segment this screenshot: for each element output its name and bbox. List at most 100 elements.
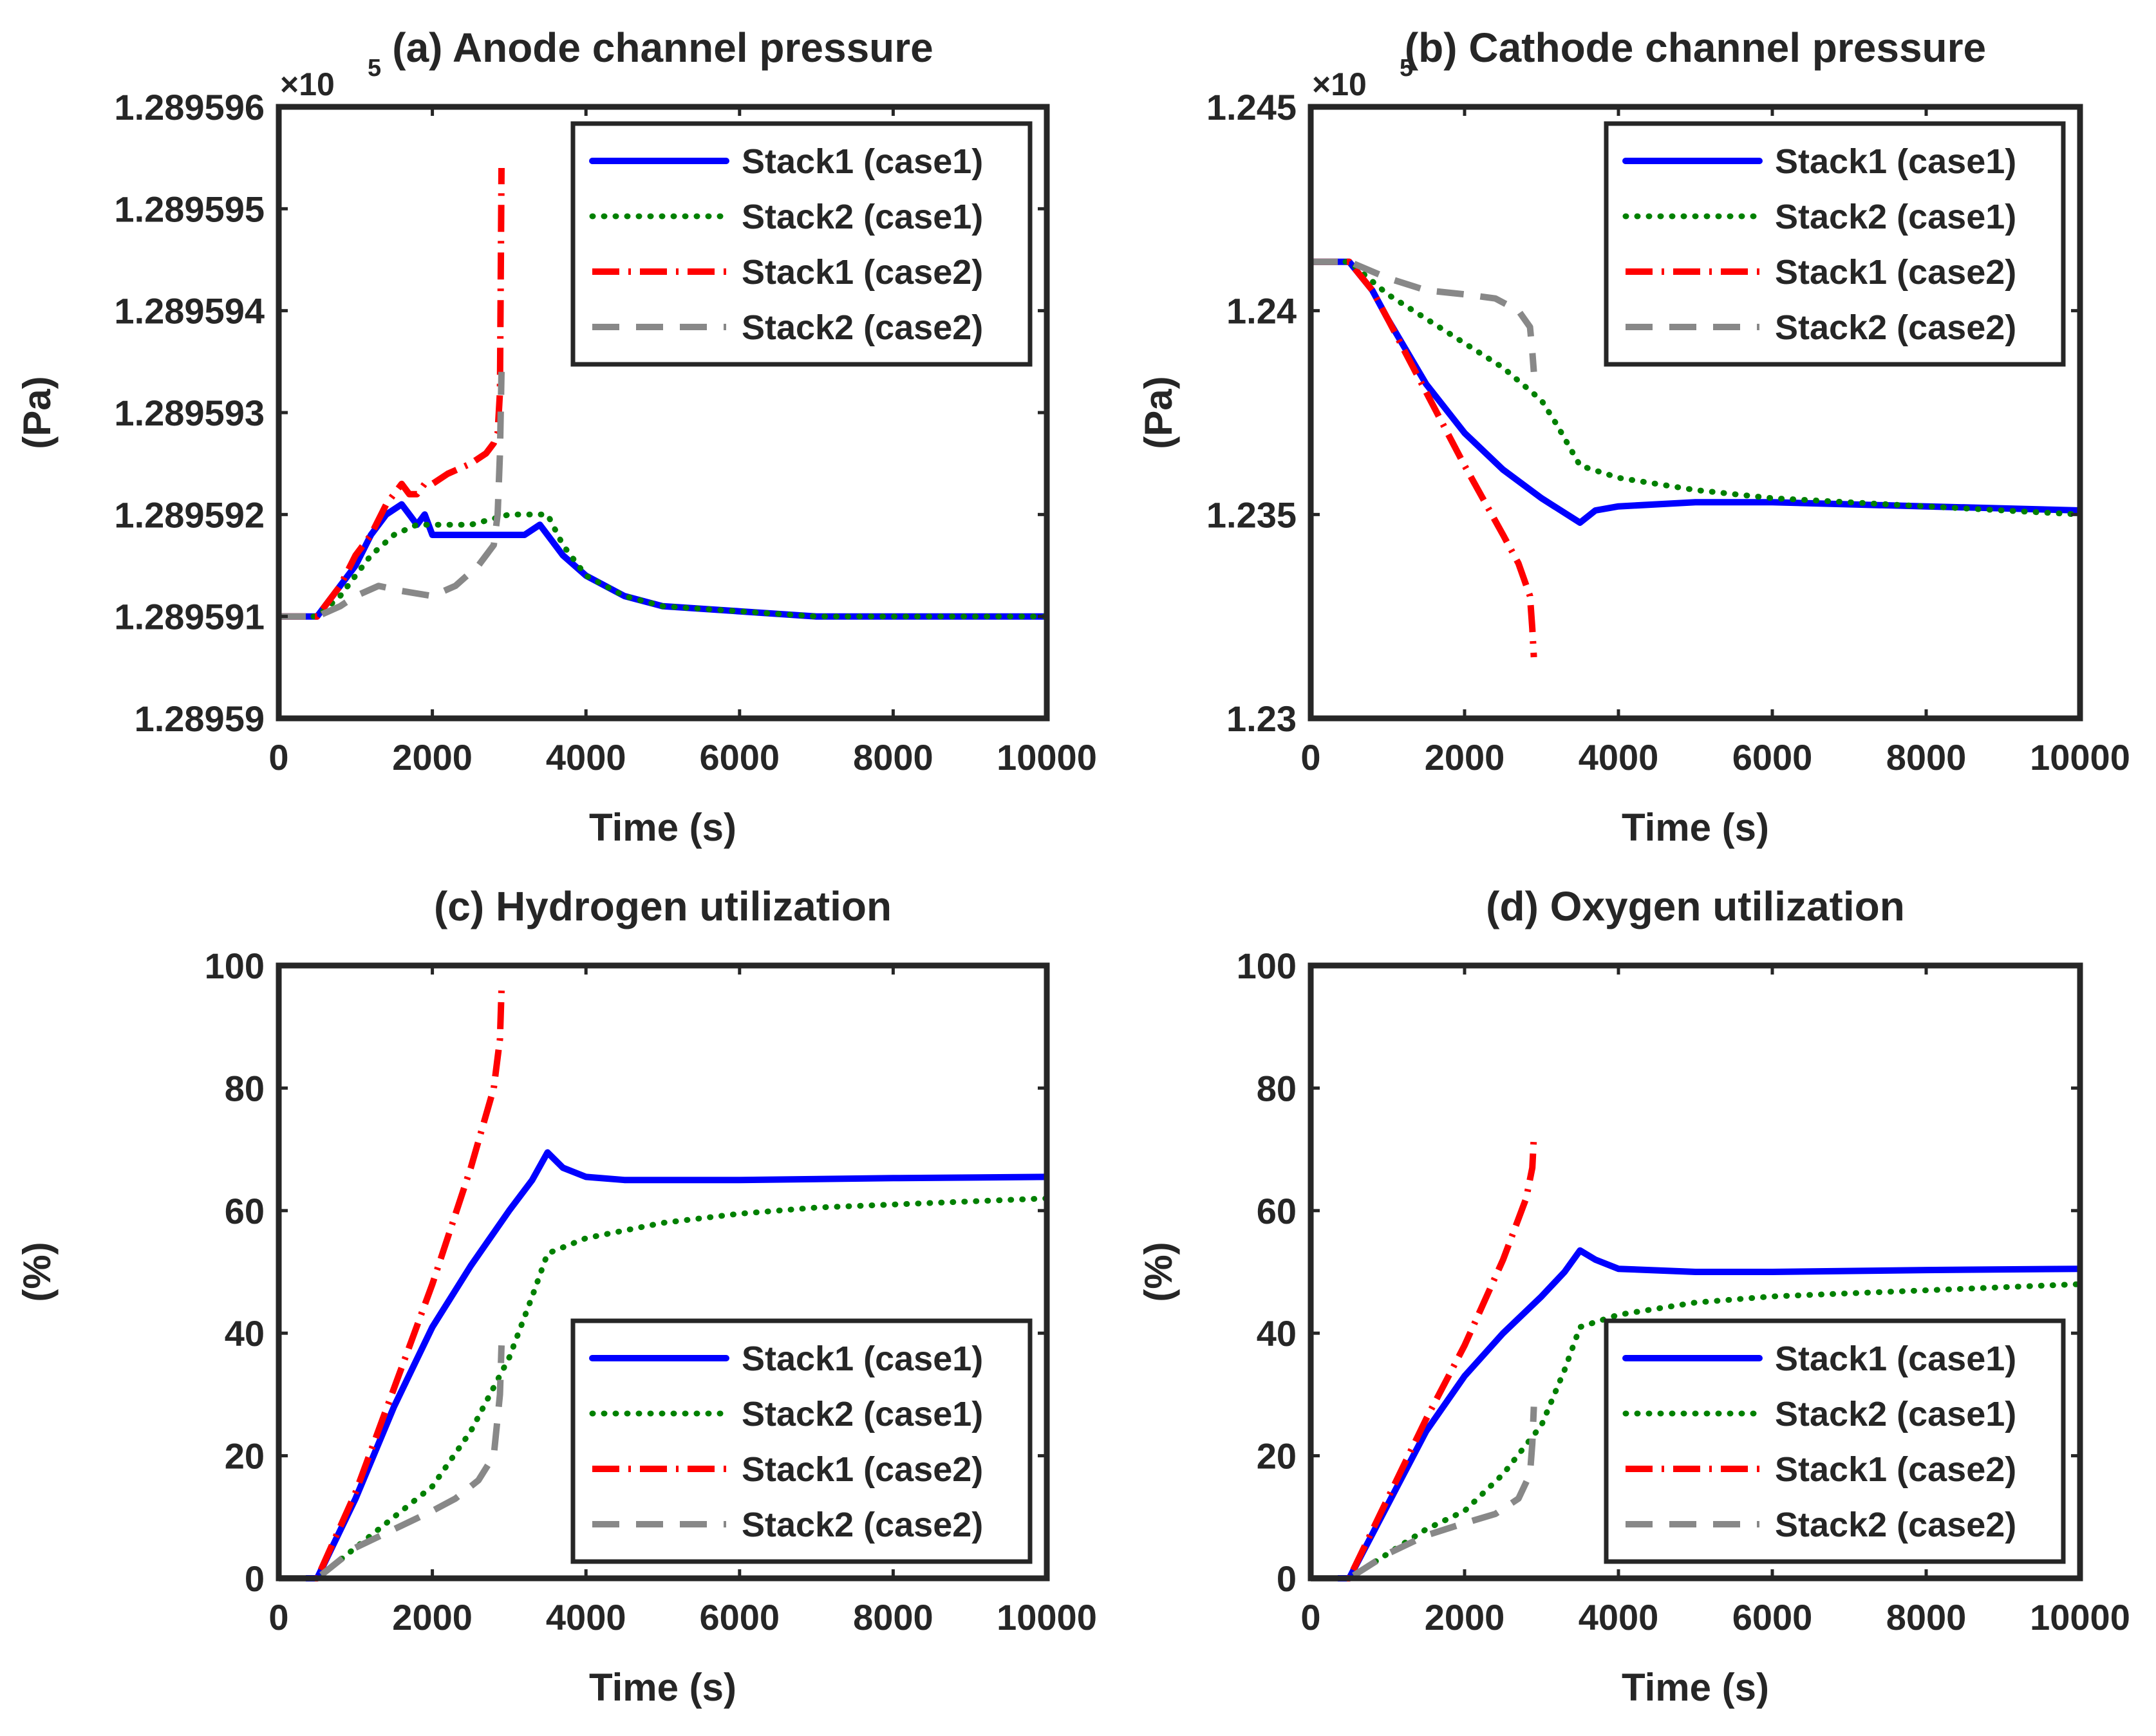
legend-label: Stack1 (case1) xyxy=(1775,142,2016,181)
panel-title: (a) Anode channel pressure xyxy=(392,24,933,71)
y-tick-label: 100 xyxy=(205,946,265,986)
x-axis-label: Time (s) xyxy=(589,806,736,849)
legend: Stack1 (case1) Stack2 (case1) Stack1 (case… xyxy=(1604,1318,2066,1564)
series-line-stack2-case1 xyxy=(279,511,1047,620)
legend-label: Stack1 (case1) xyxy=(742,1339,983,1378)
y-exponent-base: ×10 xyxy=(280,66,335,102)
panel-title: (c) Hydrogen utilization xyxy=(434,883,892,929)
series-line-stack1-case2 xyxy=(1311,258,1537,658)
x-tick-label: 10000 xyxy=(997,737,1097,778)
series-group xyxy=(1311,1137,2080,1582)
legend-label: Stack2 (case1) xyxy=(742,198,983,236)
x-tick-label: 10000 xyxy=(2030,1597,2130,1638)
axes-box xyxy=(1308,104,2083,722)
y-exponent-power: 5 xyxy=(368,55,381,82)
legend-label: Stack1 (case2) xyxy=(742,1450,983,1489)
legend-label: Stack2 (case1) xyxy=(742,1395,983,1433)
y-tick-label: 1.289593 xyxy=(114,393,265,433)
x-tick-label: 6000 xyxy=(700,737,780,778)
axes-box xyxy=(1308,962,2083,1582)
x-tick-label: 8000 xyxy=(853,1597,933,1638)
y-tick-label: 0 xyxy=(1277,1558,1297,1599)
y-tick-label: 0 xyxy=(245,1558,265,1599)
x-tick-label: 4000 xyxy=(546,737,626,778)
x-tick-label: 4000 xyxy=(1579,1597,1659,1638)
panel-d: 0 2000 4000 6000 8000 10000 0 20 40 60 80 100 (d) Ox… xyxy=(1137,883,2130,1709)
y-tick-label: 1.23 xyxy=(1226,698,1297,739)
x-tick-label: 2000 xyxy=(392,1597,473,1638)
series-line-stack2-case2 xyxy=(279,371,505,620)
legend-label: Stack1 (case2) xyxy=(1775,253,2016,292)
series-line-stack1-case1 xyxy=(1311,1247,2080,1582)
y-tick-label: 1.28959 xyxy=(135,698,265,739)
x-axis-label: Time (s) xyxy=(1622,1666,1769,1709)
y-axis-label: (%) xyxy=(1137,1242,1180,1302)
panel-title: (d) Oxygen utilization xyxy=(1486,883,1905,929)
legend-label: Stack2 (case2) xyxy=(1775,1506,2016,1544)
x-tick-label: 2000 xyxy=(1425,1597,1505,1638)
series-line-stack1-case2 xyxy=(279,989,505,1582)
y-tick-label: 1.24 xyxy=(1226,291,1297,331)
y-tick-label: 20 xyxy=(1257,1436,1297,1477)
series-line-stack1-case2 xyxy=(1311,1137,1537,1582)
x-tick-label: 0 xyxy=(1300,1597,1320,1638)
y-tick-label: 1.289595 xyxy=(114,189,265,229)
series-line-stack2-case2 xyxy=(1311,258,1537,373)
series-line-stack1-case1 xyxy=(279,1149,1047,1582)
y-tick-label: 20 xyxy=(225,1436,265,1477)
axes-box xyxy=(276,962,1050,1582)
y-exponent-power: 5 xyxy=(1400,55,1413,82)
legend-label: Stack2 (case1) xyxy=(1775,198,2016,236)
panel-c: 0 2000 4000 6000 8000 10000 0 20 40 60 80 100 (c) Hy… xyxy=(15,883,1097,1709)
y-axis-label: (Pa) xyxy=(15,376,59,449)
x-tick-label: 0 xyxy=(1300,737,1320,778)
x-tick-label: 4000 xyxy=(1579,737,1659,778)
x-tick-label: 0 xyxy=(268,1597,288,1638)
legend: Stack1 (case1) Stack2 (case1) Stack1 (case… xyxy=(570,121,1033,367)
y-tick-label: 1.289591 xyxy=(114,597,265,637)
panel-a: 0 2000 4000 6000 8000 10000 1.28959 1.289591 1.2… xyxy=(15,24,1097,849)
x-tick-label: 6000 xyxy=(700,1597,780,1638)
legend-label: Stack1 (case1) xyxy=(1775,1339,2016,1378)
y-axis-label: (Pa) xyxy=(1137,376,1180,449)
x-tick-label: 6000 xyxy=(1732,1597,1813,1638)
y-tick-label: 1.289592 xyxy=(114,494,265,535)
x-axis-label: Time (s) xyxy=(1622,806,1769,849)
series-line-stack1-case2 xyxy=(279,167,505,620)
y-tick-label: 80 xyxy=(225,1068,265,1108)
legend-label: Stack2 (case1) xyxy=(1775,1395,2016,1433)
x-tick-label: 8000 xyxy=(1886,1597,1967,1638)
series-group xyxy=(279,167,1047,620)
y-tick-label: 1.289594 xyxy=(114,291,265,331)
legend: Stack1 (case1) Stack2 (case1) Stack1 (case… xyxy=(1604,121,2066,367)
y-tick-label: 60 xyxy=(225,1191,265,1231)
panel-b: 0 2000 4000 6000 8000 10000 1.23 1.235 1.24 1.245… xyxy=(1137,24,2130,849)
series-group xyxy=(1311,258,2080,658)
x-tick-label: 10000 xyxy=(2030,737,2130,778)
y-tick-label: 40 xyxy=(1257,1313,1297,1354)
legend-label: Stack1 (case2) xyxy=(1775,1450,2016,1489)
legend-label: Stack1 (case2) xyxy=(742,253,983,292)
y-tick-label: 1.289596 xyxy=(114,87,265,127)
y-tick-label: 40 xyxy=(225,1313,265,1354)
y-tick-label: 1.235 xyxy=(1206,494,1297,535)
y-tick-label: 80 xyxy=(1257,1068,1297,1108)
x-tick-label: 8000 xyxy=(853,737,933,778)
series-group xyxy=(279,989,1047,1582)
x-tick-label: 0 xyxy=(268,737,288,778)
y-exponent-base: ×10 xyxy=(1312,66,1367,102)
legend-label: Stack2 (case2) xyxy=(742,308,983,347)
x-tick-label: 8000 xyxy=(1886,737,1967,778)
x-tick-label: 2000 xyxy=(392,737,473,778)
legend: Stack1 (case1) Stack2 (case1) Stack1 (case… xyxy=(570,1318,1033,1564)
y-tick-label: 100 xyxy=(1237,946,1297,986)
x-tick-label: 4000 xyxy=(546,1597,626,1638)
y-tick-label: 60 xyxy=(1257,1191,1297,1231)
x-tick-label: 2000 xyxy=(1425,737,1505,778)
y-tick-label: 1.245 xyxy=(1206,87,1297,127)
series-line-stack2-case2 xyxy=(279,1345,505,1582)
panel-title: (b) Cathode channel pressure xyxy=(1405,24,1986,71)
x-tick-label: 10000 xyxy=(997,1597,1097,1638)
